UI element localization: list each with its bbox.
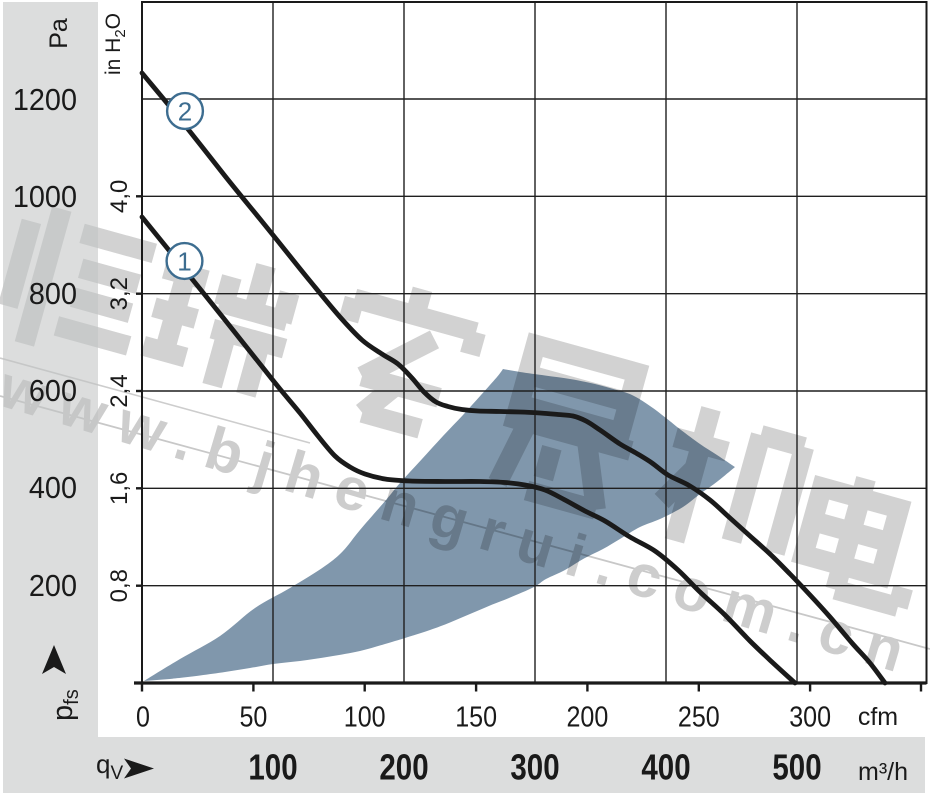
svg-text:400: 400	[29, 471, 77, 505]
svg-text:200: 200	[379, 747, 428, 787]
svg-text:300: 300	[510, 747, 559, 787]
svg-text:250: 250	[678, 701, 720, 733]
svg-text:2: 2	[178, 97, 192, 127]
svg-text:0,8: 0,8	[106, 569, 133, 602]
svg-text:200: 200	[566, 701, 608, 733]
svg-text:2,4: 2,4	[106, 374, 133, 407]
svg-text:3,2: 3,2	[106, 277, 133, 310]
svg-text:500: 500	[772, 747, 821, 787]
svg-text:in H2O: in H2O	[102, 13, 129, 75]
svg-text:150: 150	[455, 701, 497, 733]
svg-text:100: 100	[344, 701, 386, 733]
svg-text:1: 1	[177, 247, 191, 277]
svg-text:Pa: Pa	[45, 18, 73, 49]
svg-text:50: 50	[239, 701, 267, 733]
svg-text:800: 800	[29, 277, 77, 311]
svg-text:300: 300	[789, 701, 831, 733]
svg-text:100: 100	[248, 747, 297, 787]
svg-text:1,6: 1,6	[106, 472, 133, 505]
svg-text:4,0: 4,0	[106, 180, 133, 213]
svg-text:400: 400	[641, 747, 690, 787]
svg-text:m³/h: m³/h	[858, 758, 908, 786]
svg-text:1200: 1200	[13, 83, 77, 117]
svg-text:200: 200	[29, 569, 77, 603]
svg-text:0: 0	[136, 701, 150, 733]
svg-text:1000: 1000	[13, 180, 77, 214]
svg-text:600: 600	[29, 374, 77, 408]
svg-text:cfm: cfm	[858, 703, 898, 731]
